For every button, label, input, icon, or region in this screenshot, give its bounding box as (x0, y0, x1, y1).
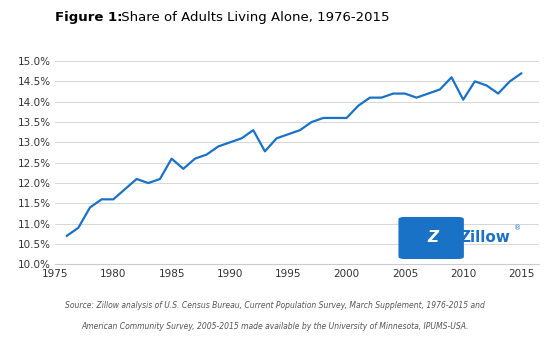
Text: Share of Adults Living Alone, 1976-2015: Share of Adults Living Alone, 1976-2015 (117, 11, 389, 24)
Text: Z: Z (427, 231, 438, 245)
Text: American Community Survey, 2005-2015 made available by the University of Minneso: American Community Survey, 2005-2015 mad… (81, 321, 469, 331)
Text: Zillow: Zillow (460, 231, 511, 245)
FancyBboxPatch shape (398, 217, 464, 259)
Text: Figure 1:: Figure 1: (55, 11, 123, 24)
Text: ®: ® (514, 225, 521, 231)
Text: Source: Zillow analysis of U.S. Census Bureau, Current Population Survey, March : Source: Zillow analysis of U.S. Census B… (65, 301, 485, 310)
